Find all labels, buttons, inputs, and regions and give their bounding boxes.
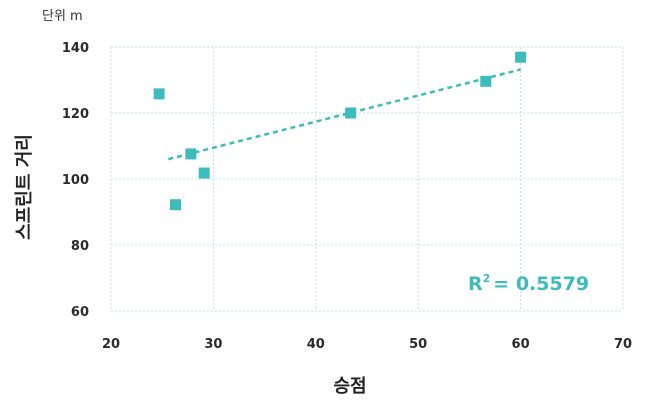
- r-squared-label: R2 = 0.5579: [468, 272, 589, 295]
- x-axis-title: 승점: [333, 376, 366, 397]
- data-point: [185, 148, 197, 160]
- trendline-group: [168, 68, 521, 161]
- data-point: [198, 167, 210, 179]
- data-point: [480, 75, 492, 87]
- x-tick-label: 30: [204, 337, 222, 352]
- data-points: [153, 51, 527, 211]
- y-tick-labels: 60 80 100 120 140: [62, 41, 89, 320]
- x-tick-label: 70: [614, 337, 632, 352]
- y-tick-label: 120: [62, 107, 89, 122]
- data-point: [153, 88, 165, 100]
- r-squared-symbol: R: [468, 273, 483, 295]
- y-tick-label: 140: [62, 41, 89, 56]
- x-tick-label: 60: [512, 337, 530, 352]
- data-point: [345, 107, 357, 119]
- data-point: [170, 199, 182, 211]
- unit-label: 단위 m: [42, 9, 83, 24]
- data-point: [515, 51, 527, 63]
- y-axis-title: 스프린트 거리: [14, 134, 35, 240]
- r-squared-value: = 0.5579: [493, 273, 589, 295]
- r-squared-superscript: 2: [483, 272, 491, 285]
- y-tick-label: 100: [62, 173, 89, 188]
- x-tick-label: 40: [307, 337, 325, 352]
- x-tick-label: 50: [409, 337, 427, 352]
- grid-lines: [110, 46, 624, 312]
- y-tick-label: 60: [71, 305, 89, 320]
- trendline: [168, 68, 521, 161]
- y-tick-label: 80: [71, 239, 89, 254]
- x-tick-label: 20: [102, 337, 120, 352]
- x-tick-labels: 20 30 40 50 60 70: [102, 337, 632, 352]
